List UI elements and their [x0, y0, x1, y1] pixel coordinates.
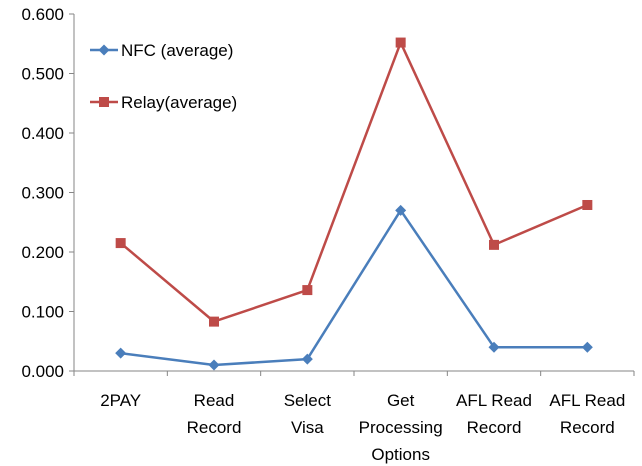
legend: NFC (average) Relay(average)	[90, 41, 237, 112]
x-tick-label: AFL Read Record	[549, 391, 625, 437]
y-tick-label: 0.000	[21, 362, 64, 381]
data-point	[301, 353, 313, 365]
x-tick-label: Read Record	[187, 391, 242, 437]
data-point	[582, 199, 593, 210]
data-point	[208, 359, 220, 371]
y-tick-label: 0.100	[21, 303, 64, 322]
axes	[73, 14, 634, 372]
x-tick-label-line: Record	[560, 418, 615, 437]
series-lines	[119, 41, 588, 367]
x-axis-ticks: 2PAY Read Record Select Visa Get Processing Opt…	[73, 371, 635, 464]
y-tick-label: 0.300	[21, 184, 64, 203]
x-tick-label-line: Record	[467, 418, 522, 437]
x-tick-label-line: Get	[387, 391, 415, 410]
x-tick-label-line: Record	[187, 418, 242, 437]
legend-marker	[99, 97, 109, 107]
x-tick-label-line: Select	[284, 391, 332, 410]
x-tick-label-line: Read	[194, 391, 235, 410]
x-tick-label: AFL Read Record	[456, 391, 532, 437]
x-tick-label-line: Visa	[291, 418, 324, 437]
legend-label: Relay(average)	[121, 93, 237, 112]
series-line-0	[120, 209, 588, 367]
x-tick-label: Select Visa	[284, 391, 332, 437]
legend-marker	[98, 44, 110, 56]
series-line-1	[119, 41, 588, 323]
data-point	[395, 37, 406, 48]
x-tick-label-line: AFL Read	[549, 391, 625, 410]
data-point	[581, 341, 593, 353]
x-tick-label: Get Processing Options	[359, 391, 443, 464]
x-tick-label: 2PAY	[100, 391, 141, 410]
y-tick-label: 0.400	[21, 124, 64, 143]
x-tick-label-line: Processing	[359, 418, 443, 437]
y-tick-label: 0.200	[21, 243, 64, 262]
x-tick-label-line: AFL Read	[456, 391, 532, 410]
data-point	[209, 316, 219, 327]
data-point	[115, 347, 127, 359]
series-markers	[115, 37, 593, 371]
x-tick-label-line: Options	[371, 445, 430, 464]
y-tick-label: 0.500	[21, 65, 64, 84]
y-axis-ticks: 0.000 0.100 0.200 0.300 0.400 0.500 0.600	[21, 5, 74, 381]
x-tick-label-line: 2PAY	[100, 391, 141, 410]
data-point	[115, 238, 126, 249]
data-point	[302, 285, 313, 296]
legend-label: NFC (average)	[121, 41, 233, 60]
y-tick-label: 0.600	[21, 5, 64, 24]
data-point	[488, 341, 500, 353]
data-point	[395, 204, 407, 216]
data-point	[489, 239, 499, 250]
